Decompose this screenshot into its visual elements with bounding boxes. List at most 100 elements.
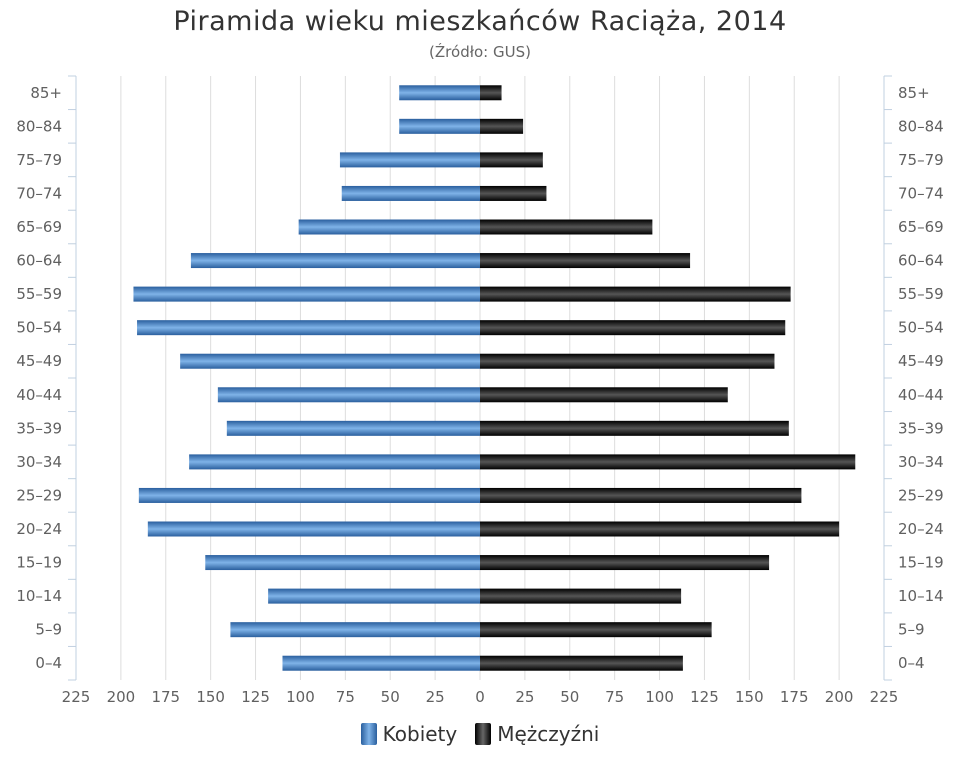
legend-item-mezczyzni[interactable]: Mężczyźni [475, 722, 599, 746]
category-label-left: 15–19 [16, 554, 62, 572]
bar-kobiety [341, 185, 480, 201]
category-label-right: 85+ [898, 84, 930, 102]
category-label-right: 5–9 [898, 621, 925, 639]
bar-mezczyzni [480, 185, 547, 201]
bar-kobiety [137, 320, 480, 336]
bar-mezczyzni [480, 320, 786, 336]
bar-mezczyzni [480, 152, 543, 168]
x-tick-label: 75 [336, 688, 355, 706]
bar-kobiety [205, 555, 480, 571]
category-label-left: 20–24 [16, 520, 62, 538]
bar-kobiety [339, 152, 480, 168]
bar-kobiety [190, 253, 480, 269]
bar-kobiety [230, 622, 480, 638]
category-label-right: 65–69 [898, 218, 944, 236]
legend-swatch-mezczyzni [475, 723, 492, 745]
bar-mezczyzni [480, 622, 712, 638]
category-label-left: 5–9 [35, 621, 62, 639]
tick-labels: 225 200 175 150 125 100 75 50 25 0 25 50 75 100 125 150… [16, 84, 943, 706]
category-label-right: 20–24 [898, 520, 944, 538]
x-tick-label: 150 [196, 688, 225, 706]
category-label-right: 25–29 [898, 486, 944, 504]
x-tick-label: 100 [286, 688, 315, 706]
bar-mezczyzni [480, 85, 502, 101]
category-label-right: 55–59 [898, 285, 944, 303]
category-label-left: 40–44 [16, 386, 62, 404]
category-label-left: 75–79 [16, 151, 62, 169]
bar-mezczyzni [480, 219, 653, 235]
bar-kobiety [138, 487, 480, 503]
x-tick-label: 175 [780, 688, 809, 706]
legend-item-kobiety[interactable]: Kobiety [360, 722, 458, 746]
legend-label-mezczyzni: Mężczyźni [497, 722, 600, 746]
category-label-left: 45–49 [16, 352, 62, 370]
bar-kobiety [226, 420, 480, 436]
category-label-left: 60–64 [16, 252, 62, 270]
x-tick-label: 25 [515, 688, 534, 706]
x-tick-label: 100 [645, 688, 674, 706]
bar-kobiety [282, 655, 480, 671]
x-tick-label: 50 [560, 688, 579, 706]
bar-kobiety [268, 588, 480, 604]
bar-kobiety [298, 219, 480, 235]
bar-mezczyzni [480, 487, 802, 503]
chart-title: Piramida wieku mieszkańców Raciąża, 2014 [173, 6, 787, 37]
bar-mezczyzni [480, 655, 683, 671]
x-tick-label: 175 [151, 688, 180, 706]
bar-kobiety [147, 521, 481, 537]
axes [68, 75, 892, 681]
bar-kobiety [189, 454, 480, 470]
category-label-left: 55–59 [16, 285, 62, 303]
bars [133, 85, 856, 671]
x-tick-label: 25 [426, 688, 445, 706]
category-label-right: 80–84 [898, 117, 944, 135]
category-label-right: 45–49 [898, 352, 944, 370]
category-label-right: 15–19 [898, 554, 944, 572]
bar-mezczyzni [480, 521, 840, 537]
legend-label-kobiety: Kobiety [382, 722, 458, 746]
legend: Kobiety Mężczyźni [0, 722, 960, 746]
category-label-left: 70–74 [16, 184, 62, 202]
category-label-left: 25–29 [16, 486, 62, 504]
category-label-left: 35–39 [16, 419, 62, 437]
x-tick-label: 50 [381, 688, 400, 706]
category-label-left: 0–4 [35, 654, 62, 672]
category-label-right: 70–74 [898, 184, 944, 202]
category-label-right: 40–44 [898, 386, 944, 404]
x-tick-label: 225 [62, 688, 91, 706]
bar-mezczyzni [480, 555, 770, 571]
category-label-left: 85+ [30, 84, 62, 102]
category-label-right: 50–54 [898, 319, 944, 337]
category-label-left: 10–14 [16, 587, 62, 605]
gridlines [75, 76, 885, 680]
x-tick-label: 150 [735, 688, 764, 706]
category-label-right: 10–14 [898, 587, 944, 605]
x-tick-label: 225 [870, 688, 899, 706]
category-label-right: 75–79 [898, 151, 944, 169]
x-tick-label: 125 [241, 688, 270, 706]
category-label-right: 60–64 [898, 252, 944, 270]
category-label-left: 80–84 [16, 117, 62, 135]
bar-kobiety [180, 353, 481, 369]
bar-mezczyzni [480, 387, 728, 403]
category-label-left: 50–54 [16, 319, 62, 337]
bar-kobiety [399, 118, 480, 134]
category-label-left: 30–34 [16, 453, 62, 471]
bar-mezczyzni [480, 286, 791, 302]
x-tick-label: 0 [475, 688, 485, 706]
bar-kobiety [133, 286, 481, 302]
bar-mezczyzni [480, 118, 524, 134]
category-label-right: 30–34 [898, 453, 944, 471]
bar-kobiety [399, 85, 480, 101]
category-label-right: 35–39 [898, 419, 944, 437]
legend-swatch-kobiety [360, 723, 377, 745]
bar-mezczyzni [480, 588, 682, 604]
bar-mezczyzni [480, 420, 789, 436]
chart-subtitle: (Źródło: GUS) [429, 43, 531, 61]
x-tick-label: 75 [605, 688, 624, 706]
bar-mezczyzni [480, 253, 691, 269]
x-tick-label: 200 [107, 688, 136, 706]
bar-mezczyzni [480, 454, 856, 470]
x-tick-label: 125 [690, 688, 719, 706]
